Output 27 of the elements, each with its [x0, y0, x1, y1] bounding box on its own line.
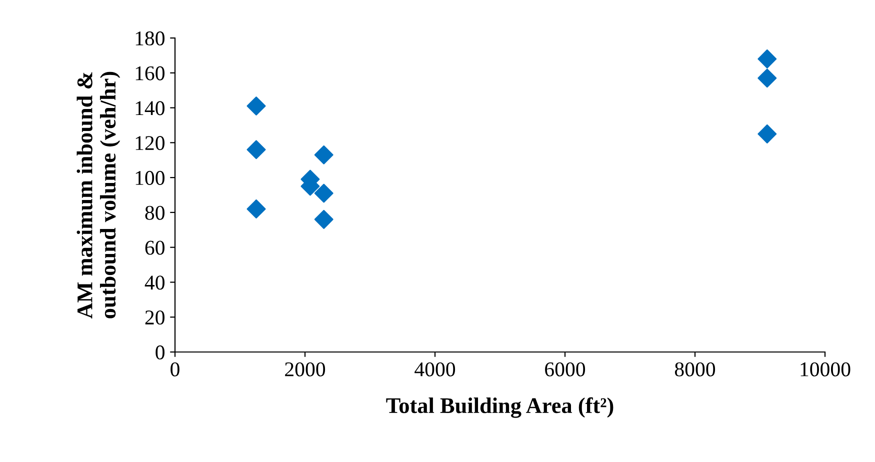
point	[314, 145, 334, 164]
y-tick-label: 160	[136, 66, 164, 80]
y-tick-label: 100	[136, 170, 164, 185]
point	[758, 124, 777, 144]
x-tick-label: 2000	[285, 362, 326, 376]
point	[758, 68, 777, 88]
point	[246, 140, 266, 160]
y-tick-label: 60	[145, 240, 164, 255]
x-axis-title: Total Building Area (ft²)	[386, 397, 614, 418]
x-tick-label: 6000	[545, 362, 586, 376]
point	[314, 210, 334, 229]
y-axis-title: AM maximum inbound & outbound volume (veh/hr)	[76, 72, 120, 319]
point	[314, 184, 334, 203]
y-tick-label: 0	[156, 345, 164, 360]
x-tick-label: 4000	[414, 362, 456, 376]
point	[246, 96, 266, 116]
point	[246, 199, 266, 218]
x-tick-label: 8000	[674, 362, 716, 376]
y-tick-label: 140	[136, 101, 164, 116]
x-tick-label: 0	[170, 362, 180, 376]
point	[758, 49, 777, 68]
y-tick-label: 40	[144, 276, 164, 290]
y-tick-label: 80	[145, 206, 164, 220]
y-tick-label: 20	[145, 310, 164, 325]
y-tick-label: 180	[136, 31, 164, 46]
x-tick-label: 10000	[800, 362, 850, 376]
y-tick-label: 120	[136, 136, 164, 150]
